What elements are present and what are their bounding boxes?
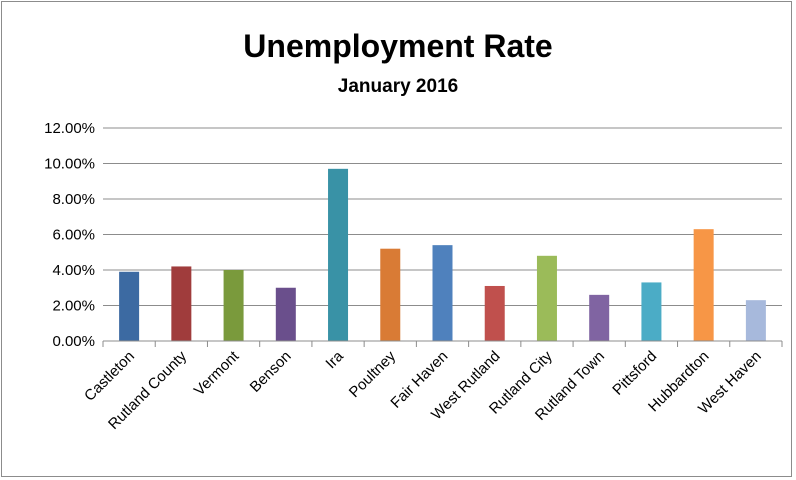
bar	[432, 245, 453, 341]
bar	[745, 300, 766, 341]
bar	[380, 248, 401, 341]
y-tick-label: 4.00%	[52, 262, 95, 279]
bar	[171, 266, 192, 341]
x-category-label: Pittsford	[609, 348, 660, 399]
bars	[119, 168, 766, 341]
y-tick-label: 0.00%	[52, 333, 95, 350]
x-category-label: Benson	[247, 348, 295, 396]
bar	[693, 229, 714, 341]
y-axis-ticks: 0.00% 2.00% 4.00% 6.00% 8.00% 10.00% 12.00%	[44, 120, 95, 350]
y-tick-label: 8.00%	[52, 191, 95, 208]
bar	[119, 271, 140, 341]
gridlines	[103, 127, 782, 306]
y-tick-label: 6.00%	[52, 227, 95, 244]
y-tick-label: 10.00%	[44, 156, 95, 173]
y-tick-label: 2.00%	[52, 298, 95, 315]
bar	[484, 285, 505, 341]
bar	[641, 282, 662, 341]
y-tick-label: 12.00%	[44, 120, 95, 137]
bar	[328, 168, 349, 341]
x-axis	[102, 340, 783, 347]
x-category-label: Ira	[322, 347, 347, 372]
x-category-label: Poultney	[346, 347, 400, 401]
bar	[275, 287, 296, 341]
bar	[589, 294, 610, 341]
bar	[536, 255, 557, 341]
x-category-label: Vermont	[191, 347, 243, 399]
chart-subtitle: January 2016	[337, 76, 459, 97]
bar	[223, 270, 244, 341]
chart-title: Unemployment Rate	[243, 28, 553, 64]
